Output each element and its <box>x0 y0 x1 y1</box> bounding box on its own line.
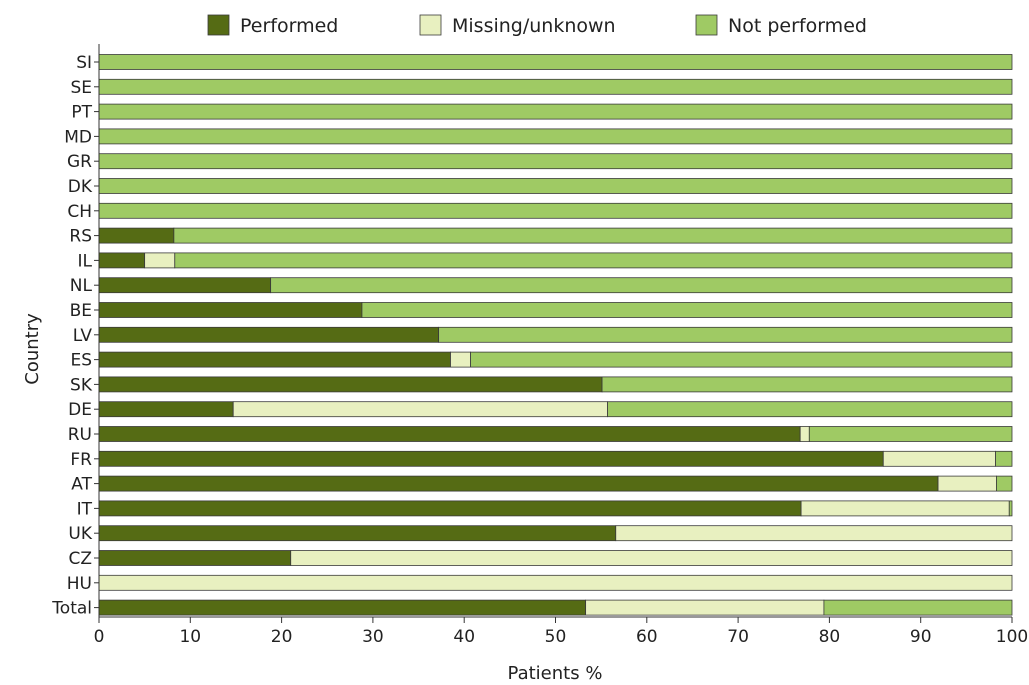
bar-segment-nl-performed <box>98 277 272 294</box>
bar-segment-at-missing-unknown <box>937 475 997 492</box>
y-axis-title: Country <box>22 313 43 385</box>
bar-segment-it-performed <box>98 500 802 517</box>
y-tick-label: IL <box>78 251 93 271</box>
bar-segment-fr-performed <box>98 450 884 467</box>
x-tick-label: 50 <box>545 627 567 647</box>
bar-segment-ch-not-performed <box>98 202 1013 219</box>
bars <box>98 54 1013 616</box>
bar-segment-il-not-performed <box>174 252 1013 269</box>
bar-segment-be-not-performed <box>361 302 1013 318</box>
bar-segment-es-not-performed <box>470 351 1013 368</box>
x-tick-label: 0 <box>94 627 105 647</box>
bar-segment-total-missing-unknown <box>585 599 825 616</box>
x-tick-label: 70 <box>727 627 749 647</box>
legend-swatch-performed <box>207 14 230 36</box>
x-tick-label: 30 <box>362 627 384 647</box>
y-tick-label: GR <box>67 152 92 172</box>
y-tick-label: CH <box>67 202 92 222</box>
y-tick-label: IT <box>77 499 93 519</box>
y-tick-label: HU <box>67 574 92 594</box>
bar-segment-ru-performed <box>98 426 801 442</box>
bar-segment-md-not-performed <box>98 128 1013 145</box>
bar-segment-cz-performed <box>98 550 292 566</box>
bar-segment-pt-not-performed <box>98 103 1013 120</box>
y-tick-label: RU <box>68 425 92 445</box>
bar-segment-de-not-performed <box>607 401 1013 418</box>
y-tick-label: DE <box>68 400 92 420</box>
bar-segment-dk-not-performed <box>98 178 1013 194</box>
x-tick-label: 100 <box>996 627 1028 647</box>
bar-segment-se-not-performed <box>98 78 1013 95</box>
y-tick-label: UK <box>68 524 92 544</box>
bar-segment-rs-not-performed <box>173 227 1013 244</box>
bar-segment-si-not-performed <box>98 54 1013 70</box>
x-tick-label: 20 <box>271 627 293 647</box>
y-tick-label: PT <box>71 103 92 123</box>
bar-segment-it-missing-unknown <box>800 500 1010 517</box>
bar-segment-nl-not-performed <box>270 277 1013 294</box>
y-tick-label: DK <box>68 177 93 197</box>
bar-segment-at-performed <box>98 475 939 492</box>
legend: Performed Missing/unknown Not performed <box>207 14 867 37</box>
legend-label: Not performed <box>728 15 867 37</box>
bar-segment-total-not-performed <box>823 599 1013 616</box>
y-tick-label: SK <box>70 375 93 395</box>
bar-segment-gr-not-performed <box>98 153 1013 170</box>
bar-segment-ru-missing-unknown <box>799 426 810 442</box>
x-tick-label: 40 <box>453 627 475 647</box>
bar-segment-de-performed <box>98 401 234 418</box>
bar-segment-ru-not-performed <box>808 426 1013 442</box>
x-tick-label: 90 <box>910 627 932 647</box>
legend-label: Performed <box>240 15 338 37</box>
y-tick-label: SE <box>70 78 92 98</box>
bar-segment-be-performed <box>98 302 363 318</box>
y-tick-label: SI <box>76 53 92 73</box>
bar-segment-il-missing-unknown <box>144 252 176 269</box>
bar-segment-cz-missing-unknown <box>290 550 1013 566</box>
bar-segment-es-missing-unknown <box>450 351 471 368</box>
x-tick-label: 80 <box>819 627 841 647</box>
axes: SI SE PT MD GR DK CH RS IL NL BE LV ES SK DE RU FR AT IT UK… <box>51 44 1028 647</box>
bar-segment-lv-performed <box>98 326 440 343</box>
bar-segment-fr-missing-unknown <box>882 450 996 467</box>
y-tick-label: RS <box>69 227 92 247</box>
bar-segment-it-not-performed <box>1008 500 1013 517</box>
y-tick-label: LV <box>73 326 93 346</box>
y-tick-label: FR <box>70 450 92 470</box>
legend-label: Missing/unknown <box>452 15 616 37</box>
legend-swatch-missing-unknown <box>419 14 442 36</box>
y-tick-label: BE <box>70 301 92 321</box>
y-tick-label: Total <box>51 599 92 619</box>
bar-segment-es-performed <box>98 351 451 368</box>
x-tick-label: 10 <box>179 627 201 647</box>
bar-segment-uk-performed <box>98 525 617 542</box>
x-axis-title: Patients % <box>508 663 603 684</box>
bar-segment-fr-not-performed <box>995 450 1013 467</box>
x-tick-label: 60 <box>636 627 658 647</box>
bar-segment-at-not-performed <box>996 475 1013 492</box>
y-tick-label: CZ <box>68 549 92 569</box>
bar-segment-total-performed <box>98 599 587 616</box>
y-tick-label: AT <box>71 475 92 495</box>
bar-segment-uk-missing-unknown <box>615 525 1013 542</box>
bar-segment-rs-performed <box>98 227 175 244</box>
bar-segment-il-performed <box>98 252 146 269</box>
legend-swatch-not-performed <box>695 14 718 36</box>
y-tick-label: MD <box>64 127 92 147</box>
bar-segment-de-missing-unknown <box>232 401 608 418</box>
bar-segment-lv-not-performed <box>438 326 1013 343</box>
bar-segment-hu-missing-unknown <box>98 574 1013 591</box>
y-tick-label: NL <box>70 276 93 296</box>
bar-segment-sk-performed <box>98 376 603 393</box>
bar-segment-sk-not-performed <box>601 376 1013 393</box>
y-tick-label: ES <box>70 351 92 371</box>
